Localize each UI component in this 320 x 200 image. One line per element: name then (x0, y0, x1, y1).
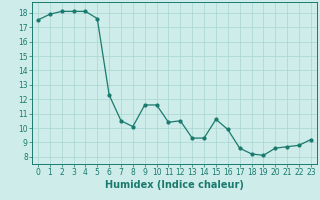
X-axis label: Humidex (Indice chaleur): Humidex (Indice chaleur) (105, 180, 244, 190)
